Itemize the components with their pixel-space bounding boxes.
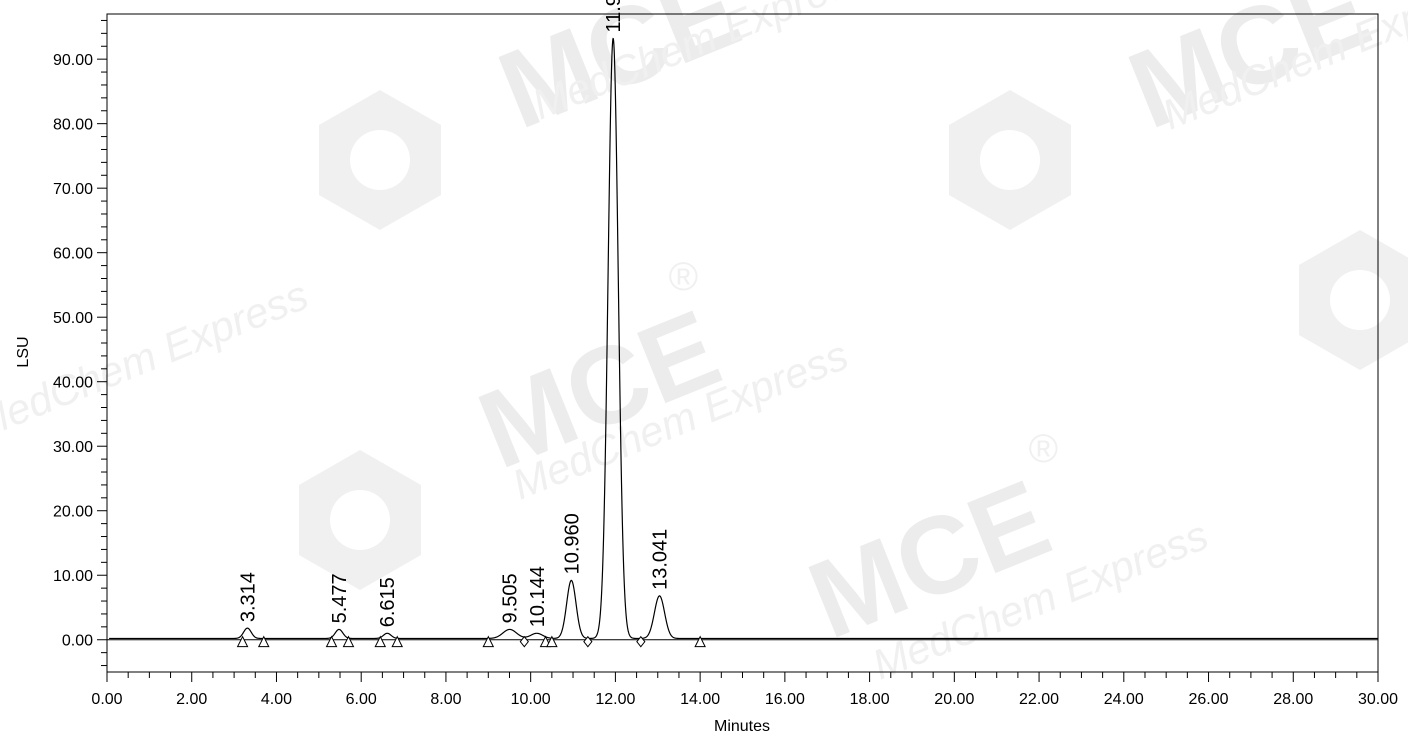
x-tick-label: 8.00	[430, 691, 461, 708]
x-tick-label: 26.00	[1189, 691, 1229, 708]
y-tick-label: 20.00	[53, 504, 93, 521]
integration-marker-triangle	[325, 635, 338, 648]
x-tick-label: 10.00	[511, 691, 551, 708]
x-tick-label: 2.00	[176, 691, 207, 708]
y-tick-label: 90.00	[53, 52, 93, 69]
integration-marker-triangle	[482, 635, 495, 648]
y-tick-label: 50.00	[53, 310, 93, 327]
integration-marker-diamond	[583, 635, 593, 648]
y-tick-label: 40.00	[53, 375, 93, 392]
integration-marker-diamond	[519, 635, 529, 648]
integration-marker-diamond	[636, 635, 646, 648]
y-tick-label: 10.00	[53, 568, 93, 585]
y-tick-label: 30.00	[53, 439, 93, 456]
watermark-registered: ®	[668, 255, 698, 299]
watermark-registered: ®	[1028, 427, 1058, 471]
signal-trace	[109, 37, 1378, 640]
peak-label: 5.477	[329, 573, 351, 623]
x-tick-label: 28.00	[1273, 691, 1313, 708]
y-tick-label: 70.00	[53, 181, 93, 198]
x-tick-label: 22.00	[1019, 691, 1059, 708]
peak-label: 10.144	[527, 566, 549, 627]
integration-marker-triangle	[694, 635, 706, 648]
x-tick-label: 12.00	[595, 691, 635, 708]
x-tick-label: 30.00	[1358, 691, 1398, 708]
integration-marker-triangle	[236, 635, 249, 648]
x-tick-label: 14.00	[680, 691, 720, 708]
watermark-logo-icon	[1299, 230, 1408, 370]
peak-label: 10.960	[561, 513, 583, 574]
x-tick-label: 18.00	[850, 691, 890, 708]
integration-marker-triangle	[342, 635, 355, 648]
integration-marker-triangle	[374, 635, 387, 648]
y-axis-title: LSU	[15, 336, 32, 367]
peak-label: 13.041	[650, 529, 672, 590]
peak-label: 3.314	[237, 572, 259, 622]
integration-marker-triangle	[391, 635, 404, 648]
y-tick-label: 80.00	[53, 117, 93, 134]
x-tick-label: 6.00	[346, 691, 377, 708]
x-axis-title: Minutes	[714, 718, 770, 735]
watermark-logo-icon	[319, 90, 441, 230]
y-tick-label: 0.00	[62, 633, 93, 650]
x-tick-label: 24.00	[1104, 691, 1144, 708]
peak-label: 9.505	[500, 573, 522, 623]
integration-marker-triangle	[546, 635, 558, 648]
x-tick-label: 16.00	[765, 691, 805, 708]
integration-marker-triangle	[257, 635, 270, 648]
watermark-logo-icon	[299, 450, 421, 590]
y-tick-label: 60.00	[53, 246, 93, 263]
x-tick-label: 4.00	[261, 691, 292, 708]
watermark-logo-icon	[949, 90, 1071, 230]
x-tick-label: 0.00	[91, 691, 122, 708]
peak-label: 6.615	[377, 577, 399, 627]
peak-label: 11.947	[603, 0, 625, 33]
x-tick-label: 20.00	[934, 691, 974, 708]
